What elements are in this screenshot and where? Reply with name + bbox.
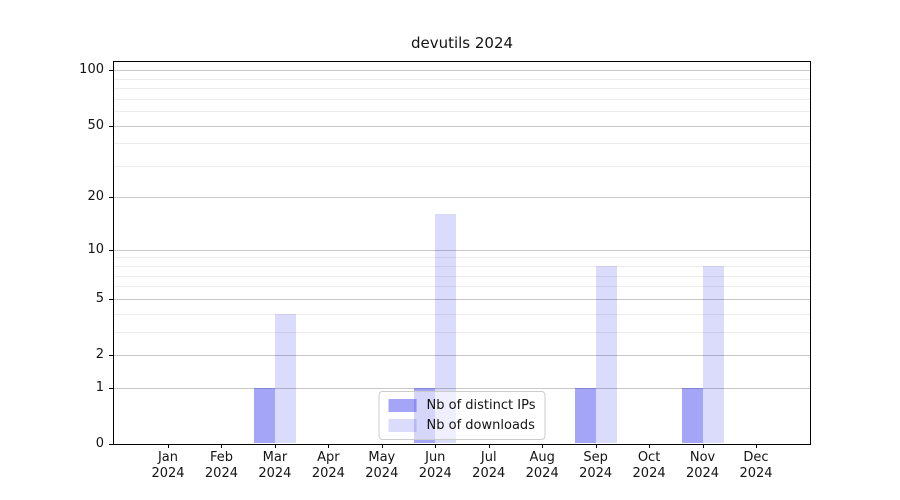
- chart-title: devutils 2024: [410, 34, 514, 52]
- x-tick-label-line: May: [368, 450, 396, 465]
- gridline-minor: [114, 78, 810, 80]
- x-tick-label-line: 2024: [311, 466, 345, 481]
- y-tick: [109, 444, 113, 445]
- x-tick-label: Apr 2024: [296, 450, 360, 482]
- bar: [253, 387, 275, 443]
- x-tick-label: Feb 2024: [189, 450, 253, 482]
- y-tick: [109, 125, 113, 127]
- gridline-minor: [114, 98, 810, 100]
- gridline-major: [114, 125, 810, 127]
- x-tick-label: Jul 2024: [457, 450, 521, 482]
- legend-swatch: [388, 399, 417, 412]
- x-tick-label-line: Nov: [689, 450, 716, 465]
- gridline-minor: [114, 275, 810, 277]
- y-tick-label: 5: [95, 290, 104, 306]
- gridline-major: [114, 387, 810, 389]
- legend-label: Nb of distinct IPs: [426, 398, 536, 413]
- x-tick-label-line: 2024: [151, 466, 185, 481]
- y-tick-label: 20: [87, 189, 104, 205]
- x-tick-label: May 2024: [350, 450, 414, 482]
- x-tick-label-line: 2024: [365, 466, 399, 481]
- x-tick-label-line: Jan: [157, 450, 179, 465]
- x-tick-label-line: 2024: [418, 466, 452, 481]
- x-tick-label: Jan 2024: [136, 450, 200, 482]
- bar: [681, 387, 703, 443]
- x-tick-label: Aug 2024: [510, 450, 574, 482]
- x-tick: [595, 444, 597, 448]
- x-tick: [756, 444, 757, 448]
- x-tick-label-line: 2024: [579, 466, 613, 481]
- x-tick-label: Oct 2024: [617, 450, 681, 482]
- y-tick-label: 50: [87, 117, 104, 133]
- x-tick: [435, 444, 437, 448]
- x-tick: [649, 444, 651, 448]
- y-tick-label: 1: [95, 379, 104, 395]
- x-tick-label: Mar 2024: [243, 450, 307, 482]
- y-tick: [109, 298, 113, 300]
- x-tick-label-line: Apr: [317, 450, 340, 465]
- x-tick: [168, 444, 169, 448]
- x-tick-label-line: 2024: [472, 466, 506, 481]
- y-tick-label: 10: [87, 241, 104, 257]
- y-tick-label: 100: [79, 62, 104, 78]
- y-tick: [109, 355, 113, 356]
- x-tick-label-line: 2024: [685, 466, 720, 481]
- gridline-minor: [114, 88, 810, 90]
- gridline-minor: [114, 313, 810, 315]
- gridline-major: [114, 249, 810, 251]
- x-tick-label-line: Jul: [480, 450, 497, 465]
- x-tick-label-line: Jun: [425, 450, 446, 465]
- x-tick-label: Dec 2024: [724, 450, 788, 482]
- x-tick: [542, 444, 544, 448]
- gridline-minor: [114, 266, 810, 268]
- x-tick: [488, 444, 490, 448]
- legend-row: Nb of downloads: [388, 418, 536, 433]
- x-tick-label-line: Feb: [209, 450, 233, 465]
- y-tick: [109, 197, 113, 199]
- x-tick-label-line: Sep: [583, 450, 608, 465]
- y-tick: [109, 70, 113, 72]
- gridline-major: [114, 70, 810, 72]
- gridline-major: [114, 298, 810, 300]
- y-tick: [109, 387, 113, 389]
- gridline-minor: [114, 165, 810, 167]
- bar: [574, 387, 596, 443]
- x-tick-label-line: 2024: [258, 466, 292, 481]
- x-tick: [274, 444, 276, 448]
- x-tick-label-line: 2024: [204, 466, 238, 481]
- x-tick: [221, 444, 223, 448]
- legend-swatch: [388, 419, 417, 432]
- gridline-minor: [114, 143, 810, 145]
- x-tick-label-line: Oct: [637, 450, 661, 465]
- x-tick: [381, 444, 383, 448]
- gridline-minor: [114, 111, 810, 112]
- gridline-major: [114, 197, 810, 199]
- x-tick-label-line: 2024: [632, 466, 666, 481]
- bar: [702, 266, 724, 443]
- x-tick-label-line: Dec: [743, 450, 769, 465]
- legend-row: Nb of distinct IPs: [388, 398, 536, 413]
- x-tick-label: Sep 2024: [564, 450, 628, 482]
- x-tick-label-line: Aug: [529, 450, 555, 465]
- y-tick-label: 2: [95, 347, 104, 362]
- x-tick-label: Nov 2024: [671, 450, 735, 482]
- gridline-minor: [114, 331, 810, 333]
- gridline-minor: [114, 257, 810, 259]
- x-tick-label-line: 2024: [525, 466, 559, 481]
- x-tick: [702, 444, 704, 448]
- x-tick-label: Jun 2024: [403, 450, 467, 482]
- legend-label: Nb of downloads: [426, 418, 535, 433]
- legend: Nb of distinct IPs Nb of downloads: [378, 391, 546, 440]
- gridline-major: [114, 355, 810, 356]
- x-tick-label-line: Mar: [262, 450, 288, 465]
- y-tick: [109, 249, 113, 251]
- x-tick: [328, 444, 330, 448]
- y-tick-label: 0: [95, 436, 104, 451]
- bar: [595, 266, 617, 443]
- bar: [435, 214, 457, 443]
- x-tick-label-line: 2024: [739, 466, 773, 481]
- gridline-minor: [114, 286, 810, 288]
- bar: [274, 313, 296, 443]
